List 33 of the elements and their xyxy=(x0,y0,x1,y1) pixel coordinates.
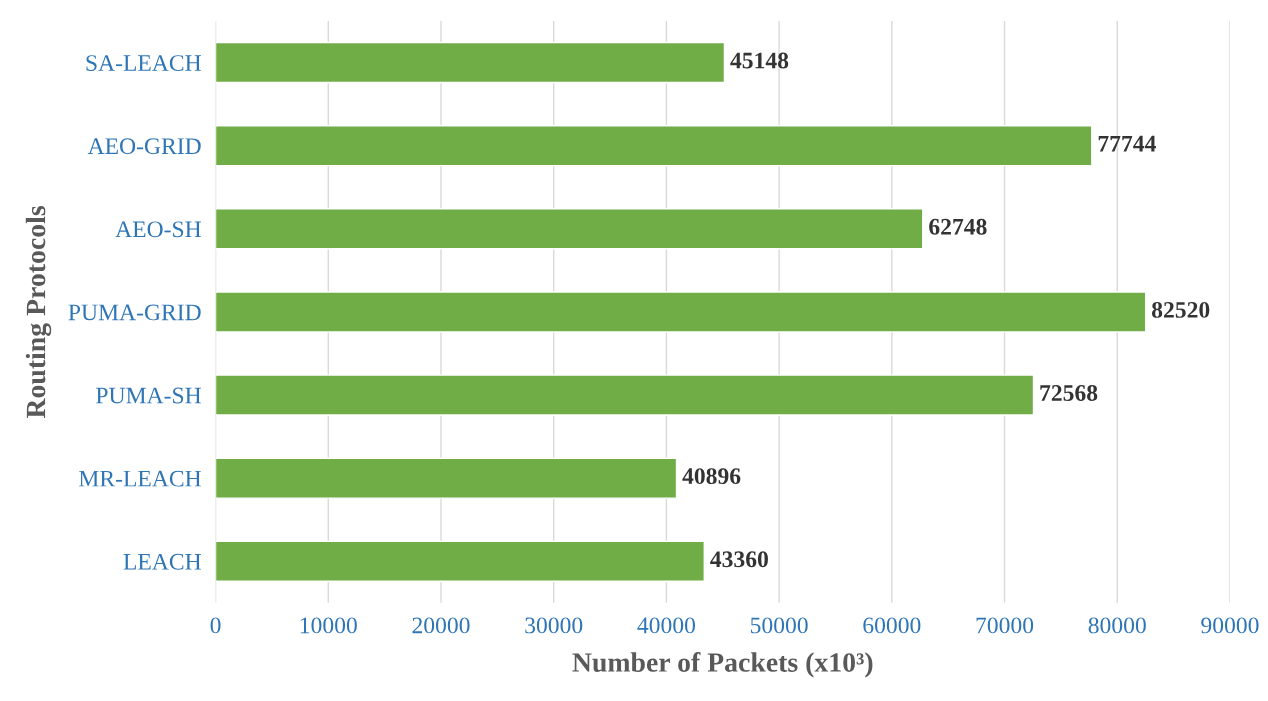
x-tick-label: 70000 xyxy=(976,617,1034,634)
data-label: 43360 xyxy=(710,551,768,568)
x-tick-label: 50000 xyxy=(750,617,808,634)
bar xyxy=(215,125,1093,167)
bar xyxy=(215,374,1035,416)
data-label: 40896 xyxy=(682,468,741,485)
x-tick-label: 10000 xyxy=(300,617,357,634)
y-tick-label: MR-LEACH xyxy=(79,470,201,487)
x-tick-label: 20000 xyxy=(412,617,470,634)
bar xyxy=(215,540,705,582)
bar xyxy=(215,457,678,499)
x-tick-label: 80000 xyxy=(1088,617,1146,634)
data-label: 82520 xyxy=(1151,301,1210,318)
y-tick-label: PUMA-GRID xyxy=(68,304,201,321)
x-tick-label: 40000 xyxy=(637,617,696,634)
data-label: 72568 xyxy=(1040,385,1098,401)
data-label: 77744 xyxy=(1098,135,1156,152)
y-axis-title: Routing Protocols xyxy=(25,206,52,419)
x-tick-label: 60000 xyxy=(863,617,921,634)
x-tick-label: 0 xyxy=(210,617,221,634)
x-tick-label: 30000 xyxy=(525,617,583,634)
data-label: 62748 xyxy=(929,218,987,235)
bar xyxy=(215,41,726,84)
y-tick-label: AEO-SH xyxy=(115,221,201,238)
x-axis-title: Number of Packets (x10³) xyxy=(572,652,873,678)
bar xyxy=(215,208,924,250)
data-label: 45148 xyxy=(730,52,789,69)
x-tick-label: 90000 xyxy=(1201,617,1259,634)
y-tick-label: PUMA-SH xyxy=(96,387,201,404)
y-tick-label: SA-LEACH xyxy=(86,55,201,72)
y-tick-label: AEO-GRID xyxy=(87,138,201,155)
y-tick-label: LEACH xyxy=(123,553,201,570)
bar xyxy=(215,291,1147,333)
